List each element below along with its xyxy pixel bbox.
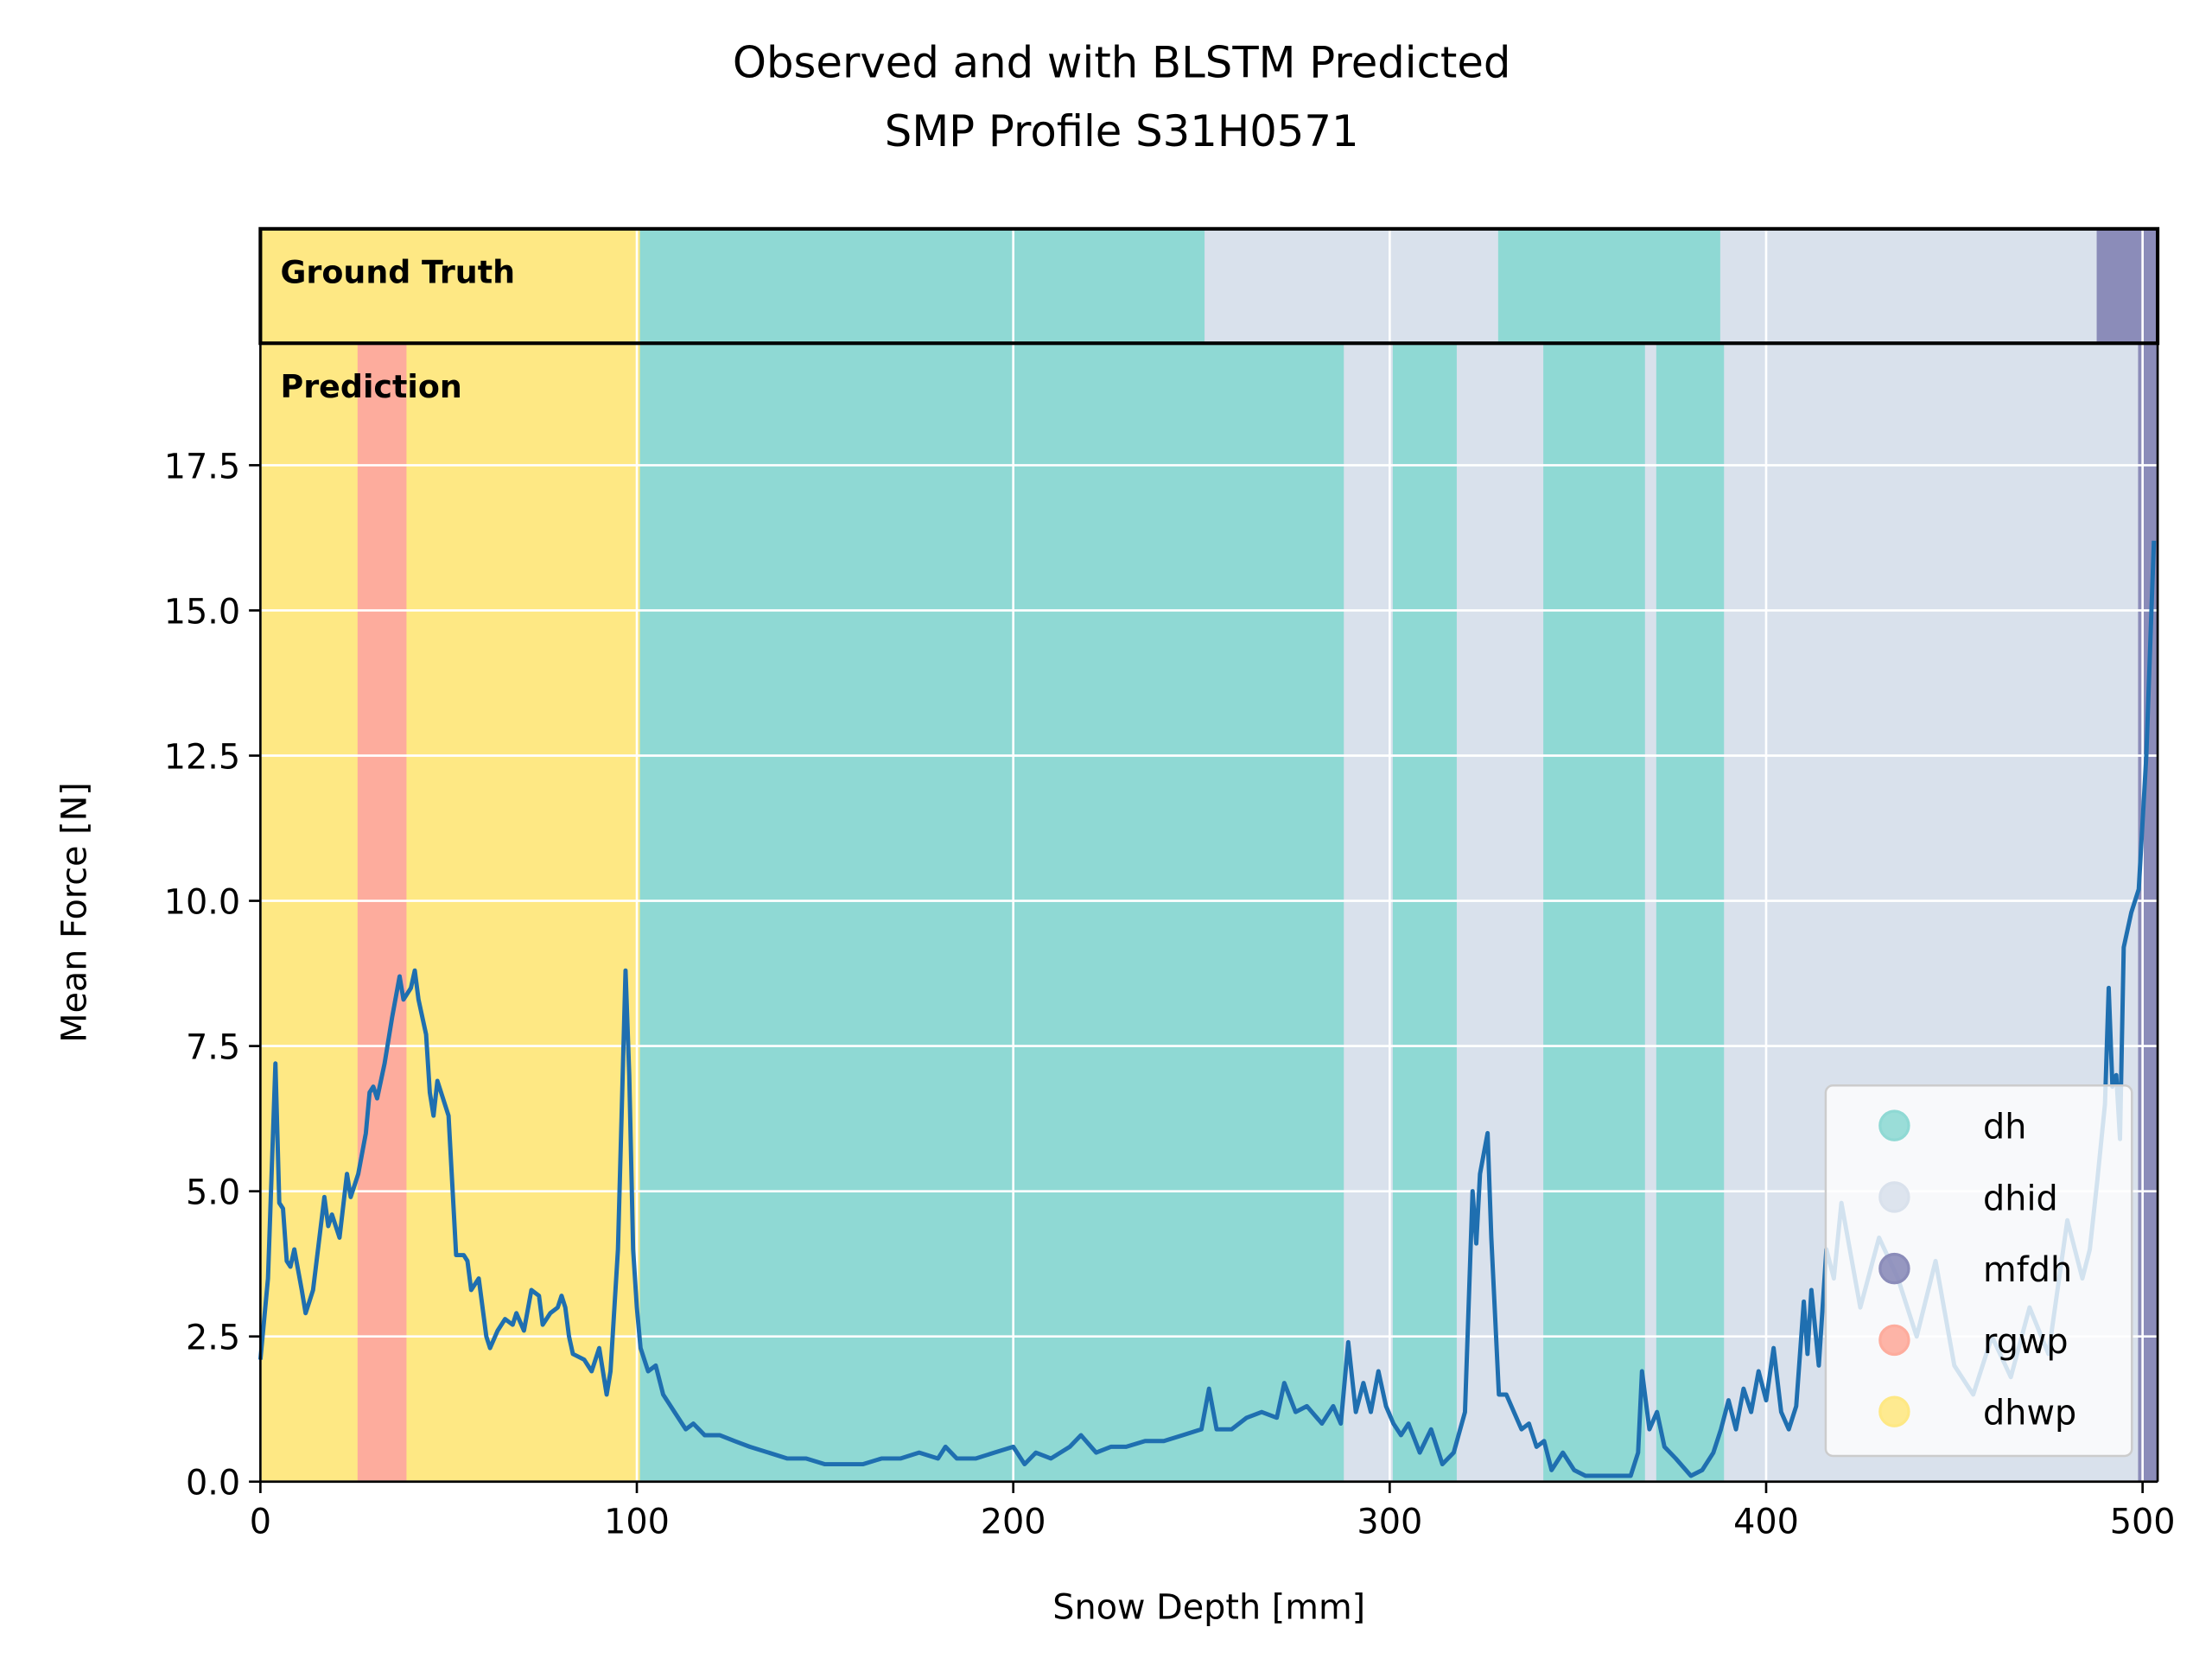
ground-truth-frame [258,226,2160,346]
class-segment [2096,228,2158,345]
chart-title: Observed and with BLSTM Predicted [733,37,1511,87]
legend-label: rgwp [1983,1322,2069,1362]
y-tick-label: 2.5 [186,1319,240,1358]
class-segment [1344,342,1395,1483]
y-axis-label: Mean Force [N] [54,782,94,1043]
class-segment [357,342,409,1483]
class-segment [406,342,642,1483]
class-segment [1456,342,1545,1483]
x-axis-label: Snow Depth [mm] [1052,1588,1365,1628]
class-segment [1205,228,1500,345]
class-segment [639,228,1206,345]
x-tick-label: 400 [1733,1502,1799,1541]
chart-subtitle: SMP Profile S31H0571 [885,106,1359,156]
x-tick-label: 0 [250,1502,271,1541]
legend-marker [1878,1109,1910,1141]
class-segment [1656,342,1726,1483]
legend: dh dhid mfdh rgwp dhwp [1824,1084,2133,1458]
y-tick-label: 7.5 [186,1028,240,1068]
class-segment [1644,342,1658,1483]
band-label: Prediction [281,368,462,405]
class-segment [1543,342,1647,1483]
legend-label: mfdh [1983,1250,2072,1290]
class-segment [639,342,1345,1483]
y-tick-label: 17.5 [164,447,240,486]
legend-box [1824,1084,2133,1458]
y-tick-label: 12.5 [164,737,240,777]
legend-label: dhid [1983,1179,2058,1218]
legend-label: dh [1983,1108,2026,1147]
legend-marker [1878,1395,1910,1427]
class-segment [1392,342,1459,1483]
x-tick-label: 300 [1357,1502,1422,1541]
legend-marker [1878,1181,1910,1213]
y-tick-label: 10.0 [164,882,240,922]
x-tick-label: 500 [2110,1502,2176,1541]
class-segment [1497,228,1722,345]
class-segment [259,342,359,1483]
y-tick-label: 5.0 [186,1173,240,1213]
band-label: Ground Truth [281,254,516,291]
class-segment [1719,228,2099,345]
y-tick-label: 15.0 [164,592,240,632]
y-tick-label: 0.0 [186,1464,240,1503]
force-line [257,540,2157,1478]
legend-marker [1878,1324,1910,1357]
class-segment [259,228,642,345]
legend-label: dhwp [1983,1394,2076,1433]
x-tick-label: 200 [981,1502,1046,1541]
x-tick-label: 100 [604,1502,670,1541]
legend-marker [1878,1252,1910,1285]
